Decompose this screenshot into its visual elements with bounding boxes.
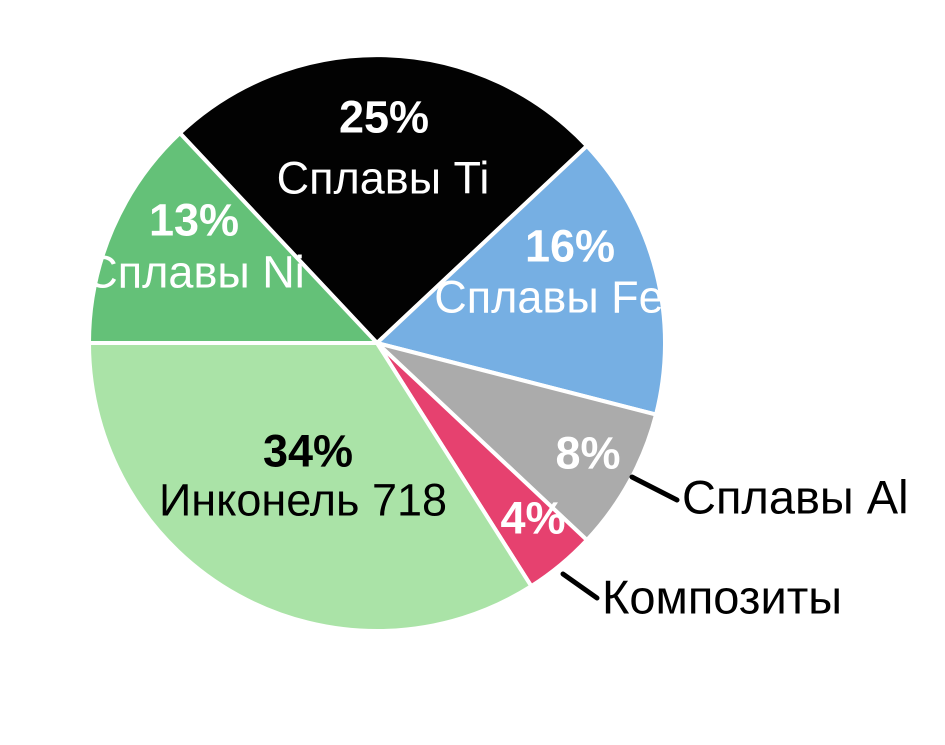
pie-label-pct-fe-alloys: 16% [525, 221, 615, 272]
pie-label-pct-ti-alloys: 25% [339, 92, 429, 143]
pie-label-name-ni-alloys: Сплавы Ni [85, 247, 304, 298]
pie-label-name-ti-alloys: Сплавы Ti [277, 153, 490, 204]
pie-slice-ti-alloys [177, 53, 589, 345]
pie-slice-al-alloys [375, 341, 658, 543]
callout-line-al-alloys [629, 474, 680, 503]
pie-slice-ni-alloys [87, 131, 379, 345]
pie-slice-fe-alloys [375, 143, 667, 417]
pie-slice-inconel-718 [87, 341, 534, 633]
pie-label-pct-composites: 4% [500, 493, 565, 544]
callout-line-composites [560, 571, 600, 601]
pie-label-name-fe-alloys: Сплавы Fe [434, 272, 663, 323]
pie-label-name-inconel-718: Инконель 718 [159, 475, 447, 526]
pie-label-name-al-alloys: Сплавы Al [682, 471, 909, 524]
pie-label-pct-al-alloys: 8% [555, 428, 620, 479]
pie-label-pct-inconel-718: 34% [263, 426, 353, 477]
pie-label-name-composites: Композиты [602, 571, 842, 624]
pie-label-pct-ni-alloys: 13% [149, 195, 239, 246]
